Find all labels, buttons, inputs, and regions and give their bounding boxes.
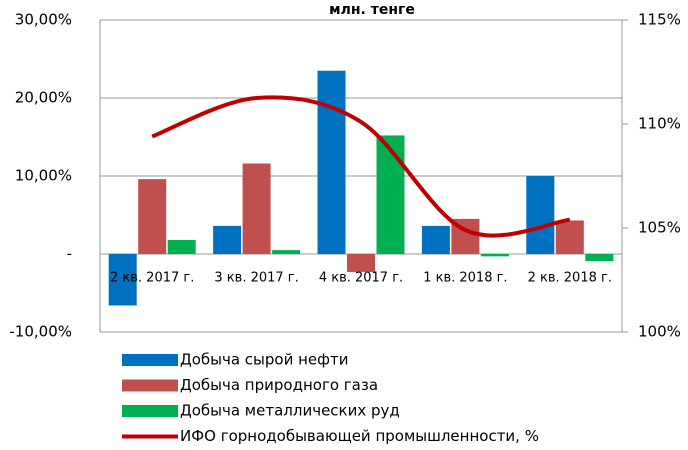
bar — [317, 70, 346, 254]
bar — [526, 176, 555, 254]
chart-title: млн. тенге — [329, 2, 415, 18]
legend-swatch — [122, 379, 178, 392]
bar — [585, 254, 614, 262]
y-tick-label: -10,00% — [9, 323, 72, 341]
x-tick-label: 3 кв. 2017 г. — [214, 271, 298, 286]
x-tick-label: 4 кв. 2017 г. — [319, 271, 403, 286]
legend-label: Добыча металлических руд — [180, 402, 400, 420]
bar — [138, 179, 167, 254]
bar — [167, 239, 196, 254]
legend-label: Добыча природного газа — [180, 376, 378, 394]
y-tick-label: 30,00% — [15, 11, 72, 29]
y-tick-label: - — [67, 245, 72, 263]
x-tick-label: 2 кв. 2017 г. — [110, 271, 194, 286]
bar — [272, 250, 301, 254]
x-tick-label: 1 кв. 2018 г. — [423, 271, 507, 286]
y2-tick-label: 105% — [638, 219, 681, 237]
y-tick-label: 10,00% — [15, 167, 72, 185]
y-tick-label: 20,00% — [15, 89, 72, 107]
x-tick-label: 2 кв. 2018 г. — [528, 271, 612, 286]
bar — [242, 163, 271, 254]
line — [151, 95, 571, 238]
bar — [213, 225, 242, 254]
y2-tick-label: 100% — [638, 323, 681, 341]
legend-swatch — [122, 354, 178, 366]
legend-label: ИФО горнодобывающей промышленности, % — [180, 427, 539, 445]
bar — [555, 220, 584, 254]
bar — [108, 254, 137, 306]
bar — [421, 225, 450, 254]
y2-tick-label: 110% — [638, 115, 681, 133]
y2-tick-label: 115% — [638, 11, 681, 29]
bar — [347, 254, 375, 272]
bar — [376, 135, 405, 254]
legend-swatch — [122, 405, 178, 417]
legend-label: Добыча сырой нефти — [180, 351, 348, 369]
bar — [480, 254, 509, 257]
